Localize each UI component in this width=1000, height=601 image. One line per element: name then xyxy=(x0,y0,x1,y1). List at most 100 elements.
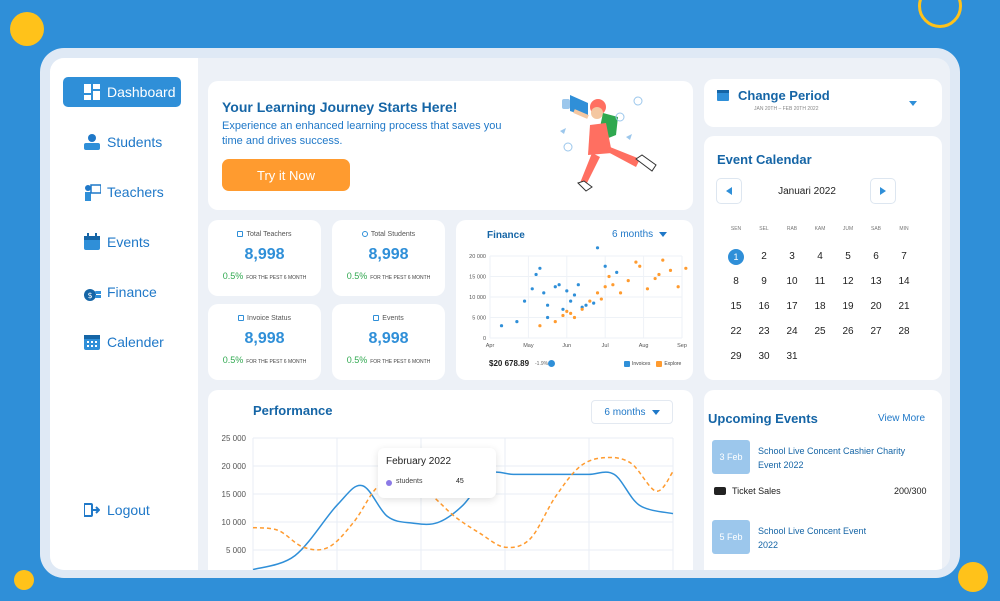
sidebar-item-dashboard[interactable]: Dashboard xyxy=(63,77,181,107)
calendar-day[interactable]: 18 xyxy=(814,301,826,312)
calendar-day[interactable]: 9 xyxy=(761,276,767,287)
sidebar-item-finance[interactable]: $ Finance xyxy=(63,277,181,307)
calendar-day[interactable]: 28 xyxy=(898,326,910,337)
scatter-point xyxy=(638,264,642,268)
calendar-day[interactable]: 10 xyxy=(786,276,798,287)
dashboard-icon xyxy=(83,83,101,101)
y-tick-label: 10 000 xyxy=(469,295,486,301)
finance-period-dropdown[interactable]: 6 months xyxy=(612,229,668,240)
y-tick-label: 20 000 xyxy=(469,254,486,260)
scatter-point xyxy=(515,320,519,324)
finance-card: Finance 6 months 20 000 15 000 10 000 5 000… xyxy=(456,220,693,380)
finance-total: $20 678.89 xyxy=(489,359,530,368)
event-date-badge: 5 Feb xyxy=(712,520,750,554)
sidebar-item-teachers[interactable]: Teachers xyxy=(63,177,181,207)
calendar-day[interactable]: 19 xyxy=(842,301,854,312)
scatter-point xyxy=(588,299,592,303)
performance-card: Performance 6 months 25 000 20 000 15 000 1… xyxy=(208,390,693,570)
chevron-down-icon xyxy=(651,409,660,415)
event-calendar-card: Event Calendar Januari 2022 SEN SEL RAB … xyxy=(704,136,942,380)
sidebar: Dashboard Students Teachers Events $ Fin… xyxy=(50,58,198,570)
stat-card-students: Total Students 8,998 0.5% FOR THE PEST 6 … xyxy=(332,220,445,296)
stat-note: FOR THE PEST 6 MONTH xyxy=(246,275,307,281)
calendar-day[interactable]: 3 xyxy=(789,251,795,262)
calendar-day[interactable]: 16 xyxy=(758,301,770,312)
event-calendar-title: Event Calendar xyxy=(717,152,812,167)
stat-label-text: Events xyxy=(382,315,404,322)
calendar-day[interactable]: 31 xyxy=(786,351,798,362)
weekday-label: MIN xyxy=(899,226,909,232)
calendar-days: 1 2 3 4 5 6 7 8 9 10 11 12 13 14 15 16 17 18 19 20 21 22 23 24 2… xyxy=(722,244,922,369)
calendar-day[interactable]: 21 xyxy=(898,301,910,312)
info-icon xyxy=(548,360,555,367)
calendar-day[interactable]: 20 xyxy=(870,301,882,312)
scatter-point xyxy=(668,268,673,272)
stat-card-teachers: Total Teachers 8,998 0.5% FOR THE PEST 6 … xyxy=(208,220,321,296)
calendar-day[interactable]: 22 xyxy=(730,326,742,337)
sidebar-item-calender[interactable]: Calender xyxy=(63,327,181,357)
finance-period-label: 6 months xyxy=(612,229,654,240)
calendar-day[interactable]: 23 xyxy=(758,326,770,337)
performance-period-label: 6 months xyxy=(604,406,646,418)
upcoming-events-title: Upcoming Events xyxy=(708,411,818,426)
scatter-point xyxy=(572,293,577,297)
next-month-button[interactable] xyxy=(870,178,896,204)
calendar-day[interactable]: 27 xyxy=(870,326,882,337)
calendar-day[interactable]: 11 xyxy=(814,276,826,287)
stat-label: Invoice Status xyxy=(208,315,321,322)
scatter-point xyxy=(530,287,534,291)
calendar-day[interactable]: 7 xyxy=(901,251,907,262)
stat-delta: 0.5% FOR THE PEST 6 MONTH xyxy=(332,355,445,365)
performance-period-dropdown[interactable]: 6 months xyxy=(591,400,673,424)
calendar-day[interactable]: 13 xyxy=(870,276,882,287)
decor-dot xyxy=(14,570,34,590)
calendar-day[interactable]: 4 xyxy=(817,251,823,262)
calendar-month: Januari 2022 xyxy=(778,186,836,197)
prev-month-button[interactable] xyxy=(716,178,742,204)
tooltip-label: students xyxy=(396,478,423,485)
try-it-now-button[interactable]: Try it Now xyxy=(222,159,350,191)
calendar-day[interactable]: 1 xyxy=(722,248,750,265)
hero-title: Your Learning Journey Starts Here! xyxy=(222,99,458,115)
chevron-left-icon xyxy=(726,187,732,195)
teachers-icon xyxy=(83,183,101,201)
sidebar-item-events[interactable]: Events xyxy=(63,227,181,257)
legend-swatch xyxy=(624,361,630,367)
y-tick-label: 0 xyxy=(483,336,486,342)
scatter-point xyxy=(572,315,577,320)
calendar-day[interactable]: 6 xyxy=(873,251,879,262)
stat-value: 8,998 xyxy=(368,246,409,263)
stat-value: 8,998 xyxy=(244,246,285,263)
calendar-day[interactable]: 15 xyxy=(730,301,742,312)
calendar-day[interactable]: 5 xyxy=(845,251,851,262)
event-title[interactable]: School Live Concent Cashier Charity Even… xyxy=(758,446,906,470)
calendar-day[interactable]: 12 xyxy=(842,276,854,287)
stat-label-text: Total Students xyxy=(370,231,416,238)
chevron-down-icon xyxy=(909,101,917,106)
stat-delta: 0.5% FOR THE PEST 6 MONTH xyxy=(208,355,321,365)
change-period-card[interactable]: Change Period JAN 20TH – FEB 20TH 2022 xyxy=(704,79,942,127)
scatter-point xyxy=(661,258,665,262)
upcoming-events-card: Upcoming Events View More 3 Feb School L… xyxy=(704,390,942,570)
calendar-week: 8 9 10 11 12 13 14 xyxy=(722,269,922,294)
calendar-day[interactable]: 8 xyxy=(733,276,739,287)
event-title[interactable]: School Live Concent Event 2022 xyxy=(758,526,867,550)
sidebar-item-students[interactable]: Students xyxy=(63,127,181,157)
calendar-grid: SEN SEL RAB KAM JUM SAB MIN 1 2 3 4 5 6 7 8 9 10 1… xyxy=(722,222,922,369)
calendar-day[interactable]: 14 xyxy=(898,276,910,287)
calendar-day[interactable]: 24 xyxy=(786,326,798,337)
scatter-point xyxy=(684,266,688,270)
calendar-day[interactable]: 26 xyxy=(842,326,854,337)
calendar-day[interactable]: 29 xyxy=(730,351,742,362)
scatter-point xyxy=(553,285,557,289)
calendar-day[interactable]: 2 xyxy=(761,251,767,262)
logout-button[interactable]: Logout xyxy=(63,495,181,525)
decor-dot xyxy=(958,562,988,592)
calendar-day[interactable]: 30 xyxy=(758,351,770,362)
calendar-day[interactable]: 17 xyxy=(786,301,798,312)
calendar-day[interactable]: 25 xyxy=(814,326,826,337)
view-more-link[interactable]: View More xyxy=(878,413,926,424)
scatter-point xyxy=(565,289,569,293)
events-icon xyxy=(83,233,101,251)
